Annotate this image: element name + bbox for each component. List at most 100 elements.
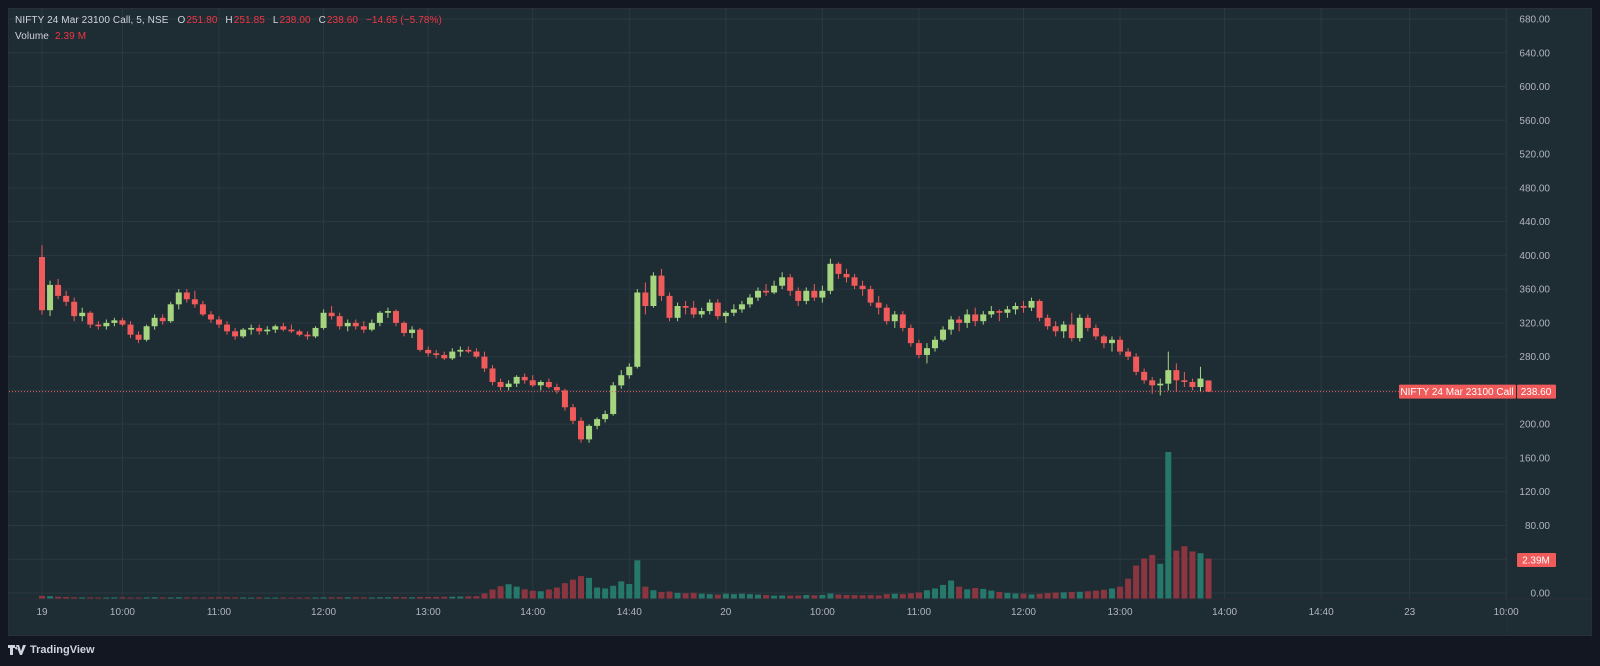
axis-badges: NIFTY 24 Mar 23100 Call 238.60 2.39M (1399, 384, 1556, 567)
candle-body (1092, 327, 1099, 337)
volume-bar (489, 589, 496, 599)
volume-bar (698, 593, 705, 599)
chart-panel[interactable]: 680.00 640.00 600.00 560.00 520.00 480.00 440.… (8, 8, 1592, 636)
ohlc-legend: NIFTY 24 Mar 23100 Call, 5, NSE O251.80 … (15, 15, 447, 26)
volume-bar (199, 597, 206, 599)
candle-body (55, 284, 62, 296)
price-tick-label: 160.00 (1519, 453, 1550, 464)
volume-bars (39, 452, 1212, 599)
volume-bar (980, 588, 987, 599)
candle-body (578, 420, 585, 440)
candle-body (320, 312, 327, 328)
candle-body (956, 319, 963, 323)
candle-body (891, 314, 898, 322)
volume-bar (578, 576, 585, 599)
symbol-title[interactable]: NIFTY 24 Mar 23100 Call, 5, NSE (15, 15, 169, 26)
candle-body (1004, 309, 1011, 313)
volume-bar (360, 597, 367, 599)
volume-bar (827, 593, 834, 599)
candle-body (497, 381, 504, 388)
volume-legend: Volume 2.39 M (15, 31, 91, 42)
volume-bar (690, 592, 697, 599)
candle-body (907, 327, 914, 344)
open-label: O (177, 15, 186, 26)
volume-bar (304, 597, 311, 599)
candle-body (336, 316, 343, 327)
candle-body (819, 290, 826, 298)
candle-body (690, 307, 697, 315)
candle-body (811, 290, 818, 298)
volume-bar (931, 588, 938, 599)
volume-bar (248, 597, 255, 599)
volume-bar (288, 597, 295, 599)
candle-body (143, 326, 150, 340)
candle-body (1084, 317, 1091, 328)
volume-bar (47, 596, 54, 599)
price-tick-label: 360.00 (1519, 285, 1550, 296)
volume-bar (956, 586, 963, 599)
candle-body (79, 312, 86, 317)
candle-body (1012, 306, 1019, 310)
volume-bar (771, 595, 778, 599)
candle-body (698, 311, 705, 315)
candle-body (1205, 380, 1212, 392)
candle-body (746, 297, 753, 305)
candle-body (344, 322, 351, 327)
candle-body (1068, 324, 1075, 339)
volume-bar (175, 597, 182, 599)
price-axis[interactable]: 680.00 640.00 600.00 560.00 520.00 480.00 440.… (1506, 9, 1550, 636)
volume-bar (1028, 594, 1035, 599)
volume-bar (312, 597, 319, 599)
volume-bar (95, 597, 102, 599)
volume-bar (1141, 558, 1148, 599)
candle-body (1044, 317, 1051, 327)
volume-label[interactable]: Volume (15, 31, 49, 42)
volume-bar (811, 595, 818, 599)
change-value: −14.65 (−5.78%) (365, 15, 442, 26)
volume-bar (634, 560, 641, 599)
chart-canvas[interactable]: 680.00 640.00 600.00 560.00 520.00 480.00 440.… (9, 9, 1592, 636)
volume-bar (835, 594, 842, 599)
candle-body (931, 339, 938, 349)
volume-bar (191, 597, 198, 599)
volume-bar (103, 597, 110, 599)
candle-body (851, 277, 858, 286)
volume-bar (352, 597, 359, 599)
candle-body (915, 343, 922, 355)
time-axis[interactable]: 19 10:00 11:00 12:00 13:00 14:00 14:40 20 10:00 1… (9, 598, 1592, 618)
volume-bar (183, 597, 190, 599)
volume-bar (457, 596, 464, 599)
candle-body (803, 290, 810, 301)
candle-body (505, 383, 512, 388)
price-value-badge (1517, 384, 1556, 399)
volume-bar (1149, 555, 1156, 599)
volume-bar (368, 597, 375, 599)
candle-body (119, 320, 126, 325)
price-tick-label: 80.00 (1525, 521, 1550, 532)
candle-body (722, 312, 729, 317)
tradingview-logo[interactable]: TradingView (8, 644, 95, 656)
time-tick-label: 10:00 (810, 607, 835, 618)
candle-body (738, 304, 745, 310)
candle-body (191, 299, 198, 305)
candle-body (1076, 317, 1083, 339)
candle-body (1117, 339, 1124, 352)
price-tick-label: 560.00 (1519, 116, 1550, 127)
volume-value: 2.39 M (54, 31, 87, 42)
price-name-badge (1399, 384, 1516, 399)
volume-bar (529, 590, 536, 599)
candle-body (964, 314, 971, 323)
volume-bar (1117, 586, 1124, 599)
candle-body (296, 331, 303, 335)
volume-bar (964, 589, 971, 599)
volume-bar (87, 597, 94, 599)
candle-body (71, 301, 78, 317)
volume-bar (803, 595, 810, 599)
volume-bar (433, 596, 440, 599)
candle-body (948, 319, 955, 330)
volume-bar (473, 596, 480, 599)
volume-bar (513, 586, 520, 599)
volume-bar (883, 594, 890, 599)
candle-body (1052, 326, 1059, 332)
high-label: H (225, 15, 233, 26)
